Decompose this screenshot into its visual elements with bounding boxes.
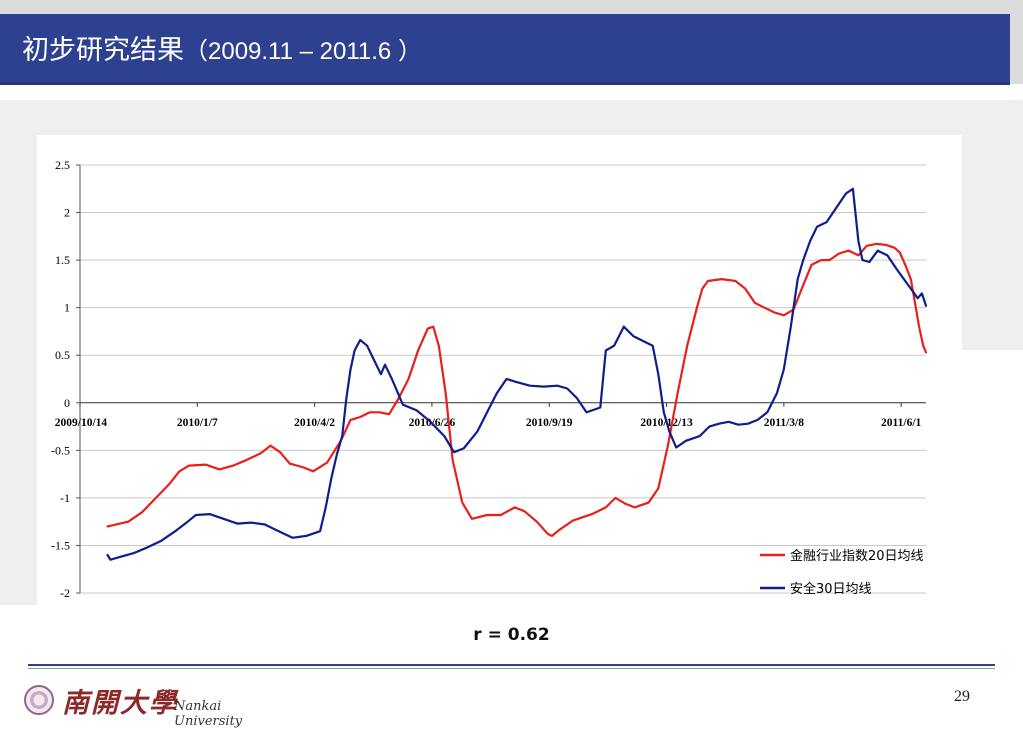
footer-divider-thin — [28, 668, 995, 669]
chart-panel: 2.5 2 1.5 1 0.5 0 -0.5 -1 -1.5 -2 2009/10/14 2010/1… — [0, 100, 1023, 620]
y-tick-label: -1 — [60, 491, 70, 505]
x-tick-label: 2010/1/7 — [177, 417, 218, 429]
y-tick-label: -0.5 — [51, 443, 70, 457]
slide-title-cn: 初步研究结果 — [22, 35, 184, 66]
university-logo: 南開大學 Nankai University — [24, 681, 284, 729]
logo-cn-text: 南開大學 — [62, 688, 178, 719]
chart-background — [37, 135, 962, 605]
panel-shade-top — [0, 100, 1023, 135]
slide-title-range: （2009.11 – 2011.6 ） — [184, 38, 422, 65]
panel-shade-right — [962, 100, 1023, 350]
y-tick-label: 2 — [64, 206, 70, 220]
y-tick-label: 0 — [64, 396, 70, 410]
series-line-1 — [106, 242, 928, 537]
footer-divider — [28, 664, 995, 666]
slide-title: 初步研究结果（2009.11 – 2011.6 ） — [22, 34, 422, 69]
legend-label-1: 金融行业指数20日均线 — [790, 548, 924, 564]
right-edge-strip — [1010, 14, 1023, 84]
y-tick-label: 1.5 — [55, 253, 70, 267]
correlation-caption: r = 0.62 — [473, 625, 550, 645]
line-chart: 2.5 2 1.5 1 0.5 0 -0.5 -1 -1.5 -2 2009/10/14 2010/1… — [0, 100, 1023, 605]
x-tick-label: 2009/10/14 — [55, 417, 108, 429]
x-tick-label: 2011/6/1 — [881, 417, 922, 429]
x-tick-label: 2011/3/8 — [764, 417, 805, 429]
y-tick-label: -2 — [60, 586, 70, 600]
y-tick-label: 0.5 — [55, 348, 70, 362]
title-bar: 初步研究结果（2009.11 – 2011.6 ） — [0, 14, 1010, 85]
y-tick-label: 2.5 — [55, 158, 70, 172]
series-line-2 — [106, 187, 928, 561]
page-number: 29 — [954, 688, 970, 705]
x-tick-label: 2010/4/2 — [294, 417, 335, 429]
y-tick-label: 1 — [64, 301, 70, 315]
legend-label-2: 安全30日均线 — [790, 581, 872, 597]
x-tick-label: 2010/9/19 — [526, 417, 573, 429]
top-strip — [0, 0, 1023, 14]
panel-shade-left — [0, 100, 37, 605]
seal-icon — [24, 685, 54, 715]
y-tick-label: -1.5 — [51, 538, 70, 552]
